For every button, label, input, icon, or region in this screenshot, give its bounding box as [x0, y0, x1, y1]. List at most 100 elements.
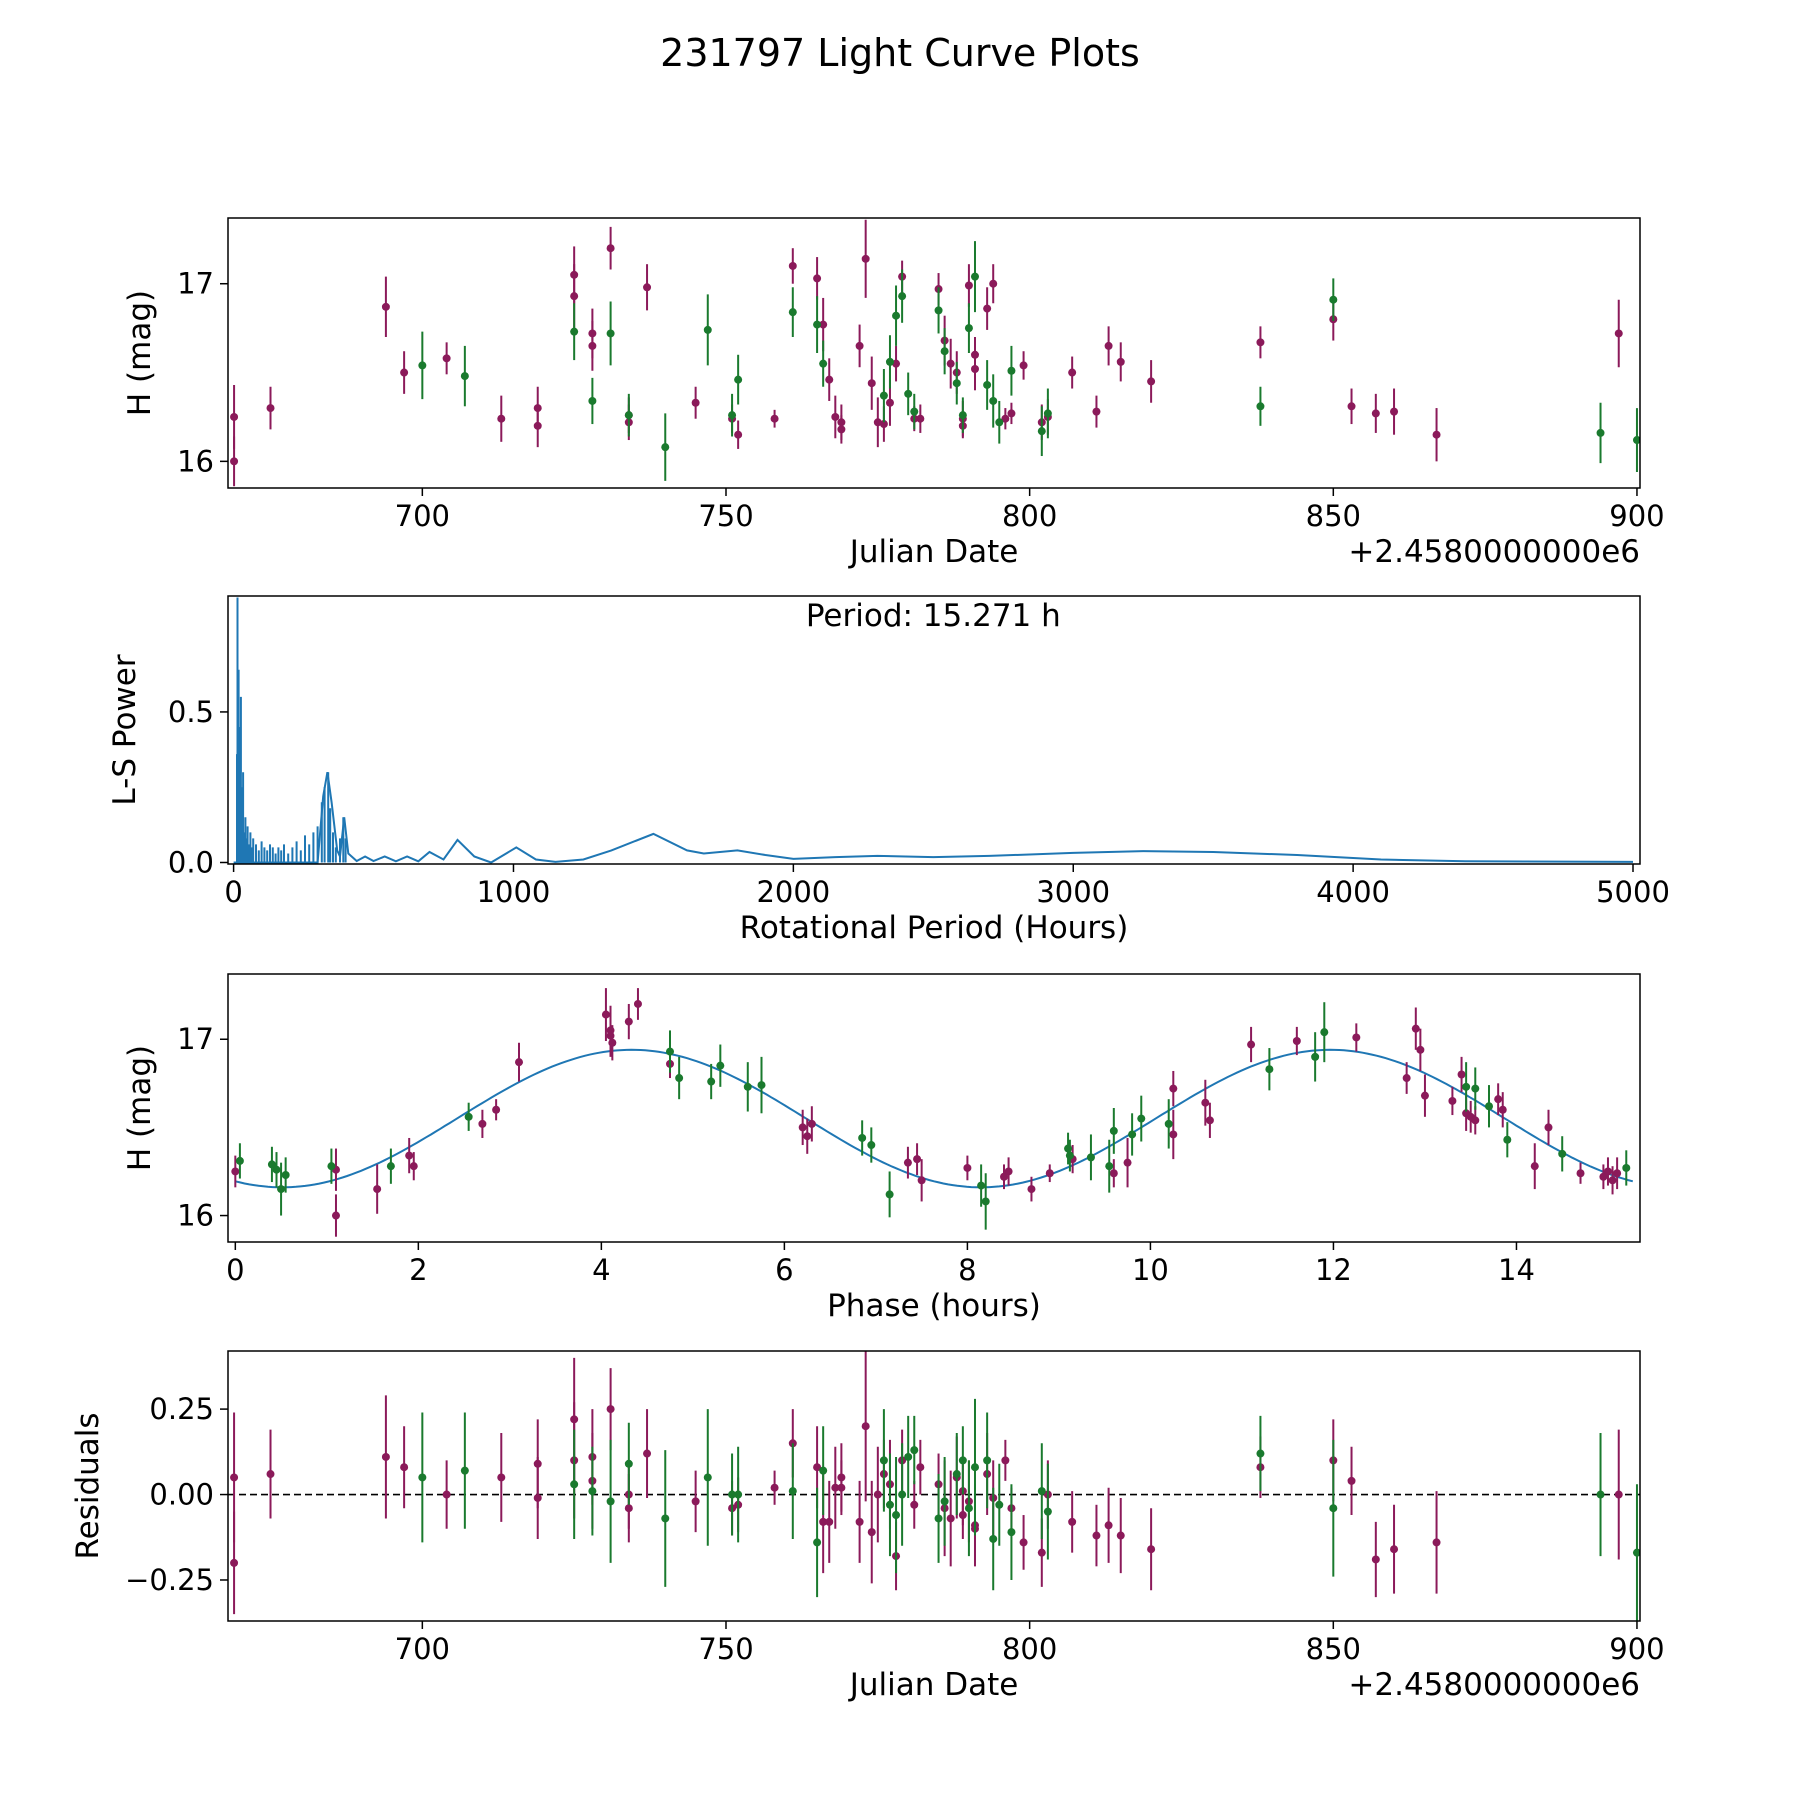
data-point	[910, 407, 919, 416]
data-point	[1390, 407, 1399, 416]
data-point	[1256, 1449, 1265, 1458]
y-tick-label: 16	[177, 1199, 214, 1233]
data-point	[1001, 414, 1010, 423]
data-point	[418, 1473, 427, 1482]
data-point	[1599, 1172, 1608, 1181]
data-point	[331, 1211, 340, 1220]
x-tick-label: 10	[1132, 1253, 1169, 1287]
data-point	[1043, 409, 1052, 418]
data-point	[478, 1119, 487, 1128]
data-point	[386, 1162, 395, 1171]
data-point	[885, 398, 894, 407]
x-tick-label: 900	[1609, 499, 1664, 533]
plot-area-periodogram	[233, 597, 1634, 864]
data-point	[858, 1133, 867, 1142]
data-point	[400, 368, 409, 377]
series-green	[235, 1002, 1631, 1230]
data-point	[964, 324, 973, 333]
data-point	[728, 411, 737, 420]
data-point	[958, 1511, 967, 1520]
data-point	[1169, 1130, 1178, 1139]
data-point	[813, 1538, 822, 1547]
data-point	[1614, 1490, 1623, 1499]
x-tick-label: 8	[958, 1253, 976, 1287]
data-point	[964, 1504, 973, 1513]
data-point	[837, 425, 846, 434]
data-point	[1485, 1102, 1494, 1111]
data-point	[1432, 1538, 1441, 1547]
data-point	[1420, 1091, 1429, 1100]
data-point	[464, 1112, 473, 1121]
data-point	[1019, 1538, 1028, 1547]
data-point	[643, 283, 652, 292]
data-point	[601, 1010, 610, 1019]
plot-area-residuals	[228, 1351, 1640, 1621]
data-point	[381, 1452, 390, 1461]
data-point	[1347, 1476, 1356, 1485]
data-point	[1007, 409, 1016, 418]
data-point	[230, 457, 239, 466]
data-point	[952, 1470, 961, 1479]
y-tick-label: 0.0	[168, 845, 214, 879]
y-tick-label: 17	[177, 267, 214, 301]
data-point	[1104, 1521, 1113, 1530]
data-point	[1092, 1531, 1101, 1540]
x-offset-text: +2.4580000000e6	[1348, 534, 1640, 570]
data-point	[1068, 1517, 1077, 1526]
data-point	[1256, 338, 1265, 347]
data-point	[1068, 368, 1077, 377]
x-axis-label: Julian Date	[848, 534, 1019, 570]
data-point	[460, 372, 469, 381]
x-axis-label: Julian Date	[848, 1667, 1019, 1703]
data-point	[1390, 1545, 1399, 1554]
data-point	[855, 1517, 864, 1526]
x-tick-label: 0	[226, 1253, 244, 1287]
x-tick-label: 5000	[1596, 875, 1670, 909]
data-point	[1265, 1065, 1274, 1074]
data-point	[661, 443, 670, 452]
data-point	[267, 1160, 276, 1169]
data-point	[946, 359, 955, 368]
x-tick-label: 12	[1315, 1253, 1352, 1287]
series-purple	[231, 988, 1622, 1237]
data-point	[879, 420, 888, 429]
data-point	[266, 1470, 275, 1479]
axes-frame	[227, 973, 1641, 1243]
data-point	[879, 1456, 888, 1465]
data-point	[977, 1181, 986, 1190]
data-point	[230, 1473, 239, 1482]
data-point	[1043, 1507, 1052, 1516]
data-point	[703, 1473, 712, 1482]
x-tick-label: 850	[1306, 499, 1361, 533]
data-point	[1147, 1545, 1156, 1554]
data-point	[1104, 341, 1113, 350]
data-point	[940, 347, 949, 356]
data-point	[442, 1490, 451, 1499]
x-tick-label: 850	[1306, 1632, 1361, 1666]
data-point	[1320, 1028, 1329, 1037]
y-tick-label: 16	[177, 444, 214, 478]
data-point	[716, 1061, 725, 1070]
periodogram-spikes	[236, 597, 347, 863]
x-axis-label: Rotational Period (Hours)	[740, 910, 1129, 946]
data-point	[1086, 1153, 1095, 1162]
x-tick-label: 1000	[477, 875, 551, 909]
data-point	[873, 418, 882, 427]
series-green	[418, 1398, 1640, 1621]
data-point	[1164, 1119, 1173, 1128]
series-purple	[230, 1351, 1623, 1615]
axes-frame	[227, 217, 1641, 489]
data-point	[1065, 1151, 1074, 1160]
data-point	[1608, 1176, 1617, 1185]
data-point	[1632, 436, 1640, 445]
data-point	[904, 389, 913, 398]
data-point	[230, 412, 239, 421]
data-point	[728, 1490, 737, 1499]
data-point	[1001, 1456, 1010, 1465]
data-point	[1045, 1169, 1054, 1178]
data-point	[1457, 1070, 1466, 1079]
data-point	[913, 1155, 922, 1164]
data-point	[515, 1058, 524, 1067]
data-point	[757, 1081, 766, 1090]
